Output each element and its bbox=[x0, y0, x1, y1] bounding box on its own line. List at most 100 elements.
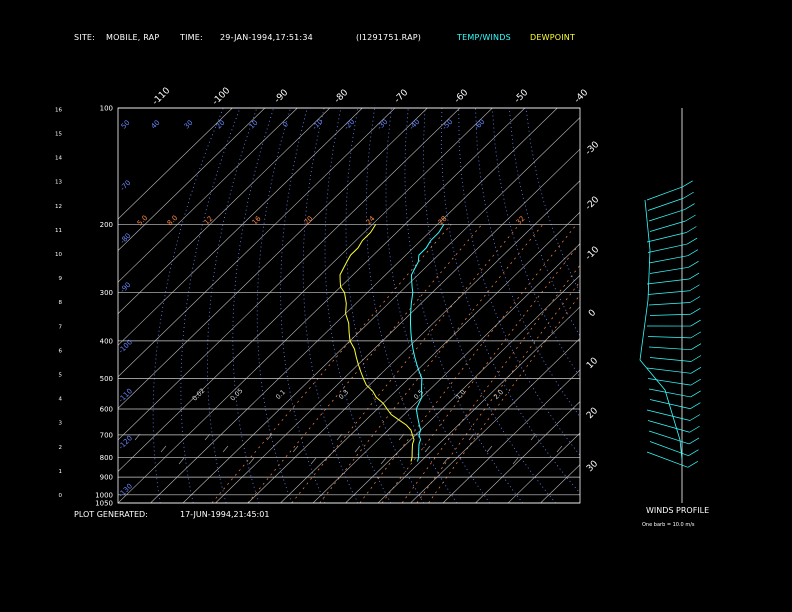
barb-tick bbox=[556, 445, 563, 453]
mixing-ratio-low-label: 0.02 bbox=[191, 387, 207, 403]
barb-tick bbox=[336, 433, 343, 441]
wind-barb-flag bbox=[684, 203, 695, 210]
height-km-label: 3 bbox=[59, 421, 63, 427]
wind-barb-staff bbox=[649, 313, 691, 316]
height-km-label: 8 bbox=[59, 300, 63, 306]
wind-profile-envelope bbox=[639, 199, 683, 461]
barb-tick bbox=[160, 445, 167, 453]
wind-barb-flag bbox=[690, 367, 702, 374]
theta-label: -60 bbox=[473, 118, 487, 132]
isotherm-line bbox=[118, 108, 233, 220]
plot-border bbox=[117, 107, 581, 504]
mixing-ratio-low-label: 0.05 bbox=[229, 387, 245, 403]
barb-tick bbox=[222, 445, 229, 453]
theta-left-label: -130 bbox=[117, 482, 134, 499]
barb-tick bbox=[530, 433, 537, 441]
isotherm-line bbox=[118, 108, 526, 503]
dry-adiabat-line bbox=[324, 108, 392, 503]
theta-left-label: -80 bbox=[119, 232, 133, 246]
dry-adiabat-line bbox=[440, 108, 580, 494]
height-km-label: 11 bbox=[55, 228, 62, 234]
wind-barb-staff bbox=[647, 336, 691, 339]
wind-barb-staff bbox=[648, 255, 688, 264]
wind-barb-staff bbox=[646, 186, 683, 201]
theta-label: -10 bbox=[311, 118, 325, 132]
wind-barb-flag bbox=[690, 331, 702, 339]
barb-tick bbox=[248, 457, 255, 465]
isotherm-line bbox=[118, 108, 266, 251]
pressure-tick-label: 200 bbox=[100, 221, 113, 229]
height-km-label: 2 bbox=[59, 445, 63, 451]
pressure-tick-label: 600 bbox=[100, 405, 113, 413]
wind-barb-flag bbox=[687, 249, 699, 256]
wind-barb-flag bbox=[690, 390, 701, 398]
isotherm-line bbox=[118, 108, 363, 346]
height-km-label: 4 bbox=[59, 397, 63, 403]
isotherm-right-label: -10 bbox=[584, 245, 602, 263]
barb-tick bbox=[380, 457, 387, 465]
isotherm-line bbox=[442, 369, 580, 503]
isotherm-right-label: -20 bbox=[584, 195, 602, 213]
isotherm-line bbox=[312, 243, 580, 503]
pressure-tick-label: 700 bbox=[100, 431, 113, 439]
plot-frame bbox=[117, 107, 581, 504]
barb-tick bbox=[486, 445, 493, 453]
dry-adiabats bbox=[152, 108, 580, 503]
height-km-label: 9 bbox=[59, 276, 63, 282]
file-value: (I1291751.RAP) bbox=[356, 33, 422, 42]
dry-adiabat-line bbox=[458, 108, 580, 456]
winds-profile-title: WINDS PROFILE bbox=[646, 506, 710, 515]
theta-left-label: -120 bbox=[117, 434, 134, 451]
theta-left-label: -70 bbox=[119, 179, 133, 193]
legend-dewpoint: DEWPOINT bbox=[530, 33, 576, 42]
barb-note: One barb = 10.0 m/s bbox=[642, 522, 695, 528]
dry-adiabat-line bbox=[280, 108, 326, 503]
theta-label: 40 bbox=[150, 119, 162, 131]
wind-barb-flag bbox=[685, 214, 696, 222]
wind-barb-staff bbox=[649, 399, 691, 410]
height-km-label: 13 bbox=[55, 180, 62, 186]
height-km-label: 12 bbox=[55, 204, 62, 210]
mixing-ratio-label: 32 bbox=[515, 215, 527, 227]
wind-barb-flag bbox=[682, 180, 693, 188]
mixing-ratio-low-label: 0.3 bbox=[337, 388, 350, 401]
wind-barb-staff bbox=[646, 409, 691, 421]
isobars bbox=[118, 107, 580, 504]
wind-barb-flag bbox=[690, 378, 702, 386]
theta-label: -40 bbox=[408, 118, 422, 132]
pressure-tick-label: 900 bbox=[100, 474, 113, 482]
wind-barb-flag bbox=[689, 284, 700, 292]
height-km-label: 6 bbox=[59, 348, 63, 354]
isotherm-right-label: 10 bbox=[585, 356, 600, 371]
theta-label: 10 bbox=[248, 119, 260, 131]
wind-barb-staff bbox=[648, 388, 691, 398]
isotherm-line bbox=[540, 464, 580, 503]
height-km-label: 1 bbox=[59, 469, 63, 475]
mixing-ratio-line bbox=[247, 224, 483, 503]
dry-adiabat-line bbox=[404, 108, 524, 503]
isotherm-line bbox=[118, 108, 428, 409]
isotherm-right-label: 0 bbox=[587, 308, 598, 319]
isotherm-top-label: -100 bbox=[211, 86, 233, 108]
mixing-ratio-label: 5.0 bbox=[136, 214, 150, 228]
wind-barb-flag bbox=[689, 414, 701, 421]
wind-barb-flag bbox=[686, 237, 698, 245]
winds-profile bbox=[639, 108, 702, 503]
site-value: MOBILE, RAP bbox=[106, 33, 160, 42]
isotherm-top-label: -40 bbox=[573, 88, 591, 106]
axis-labels: 1002003004005006007008009001000105001234… bbox=[55, 86, 602, 508]
wind-barb-flag bbox=[690, 319, 701, 327]
theta-label: 0 bbox=[281, 120, 290, 129]
isotherm-line bbox=[507, 432, 580, 503]
mixing-ratio-label: 28 bbox=[437, 215, 449, 227]
barb-tick bbox=[292, 445, 299, 453]
wind-barb-staff bbox=[648, 346, 691, 351]
wind-barb-flag bbox=[688, 272, 700, 280]
wind-barb-flag bbox=[689, 296, 701, 303]
isotherm-top-label: -60 bbox=[453, 88, 471, 106]
wind-barb-flag bbox=[690, 402, 701, 410]
barb-tick bbox=[424, 445, 431, 453]
mixing-ratio-line bbox=[211, 224, 452, 503]
wind-barb-staff bbox=[646, 278, 690, 285]
height-km-label: 0 bbox=[59, 493, 63, 499]
